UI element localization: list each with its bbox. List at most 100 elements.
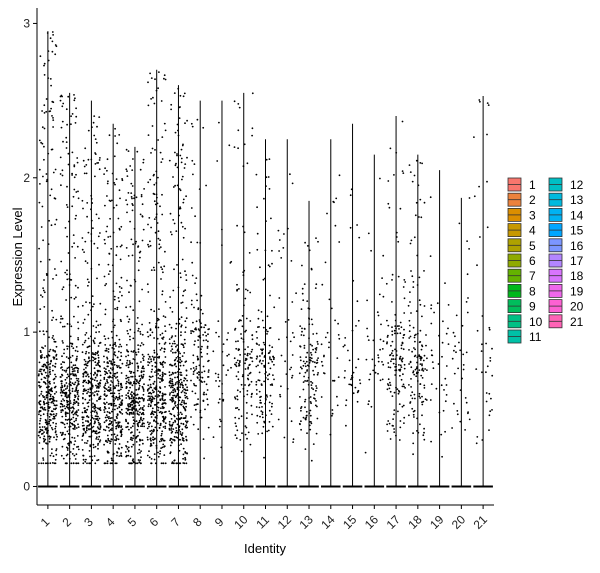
data-point [179, 384, 182, 386]
data-point [50, 397, 53, 400]
data-point [48, 385, 50, 388]
data-point [107, 426, 110, 429]
data-point [162, 462, 165, 465]
data-point [152, 428, 155, 431]
x-tick-label: 20 [449, 512, 469, 532]
data-point [311, 323, 314, 326]
data-point [128, 363, 131, 366]
data-point [92, 353, 94, 356]
data-point [184, 227, 187, 230]
data-point [237, 349, 240, 352]
data-point [160, 438, 162, 441]
data-point [77, 426, 80, 428]
data-point [412, 413, 415, 416]
data-point [206, 345, 209, 348]
data-point [108, 369, 110, 372]
data-point [182, 364, 185, 367]
data-point [52, 413, 55, 416]
data-point [401, 120, 404, 123]
data-point [74, 373, 77, 376]
data-point [157, 318, 160, 321]
data-point [164, 373, 167, 375]
data-point [179, 431, 182, 433]
data-point [140, 342, 143, 344]
data-point [120, 452, 122, 455]
data-point [151, 410, 154, 413]
data-point [117, 217, 120, 220]
data-point [146, 454, 149, 457]
data-point [238, 288, 240, 290]
data-point [154, 203, 157, 206]
data-point [403, 385, 405, 388]
data-point [73, 176, 76, 179]
data-point [164, 361, 166, 364]
data-point [392, 354, 394, 357]
data-point [304, 400, 306, 403]
data-point [171, 441, 173, 444]
data-point [179, 374, 182, 376]
data-point [68, 278, 71, 280]
data-point [364, 451, 367, 454]
data-point [257, 317, 260, 320]
data-point [392, 362, 395, 365]
data-point [313, 373, 315, 376]
data-point [466, 240, 468, 243]
data-point [94, 409, 97, 412]
data-point [261, 352, 264, 354]
data-point [76, 369, 79, 372]
data-point [191, 159, 194, 162]
data-point [62, 431, 64, 434]
data-point [93, 411, 96, 413]
data-point [242, 165, 245, 168]
data-point [249, 443, 252, 446]
data-point [115, 395, 118, 398]
data-point [182, 294, 184, 297]
data-point [55, 345, 58, 348]
data-point [112, 385, 115, 388]
data-point [69, 425, 72, 428]
data-point [177, 87, 180, 90]
data-point [262, 425, 265, 428]
data-point [77, 448, 80, 451]
data-point [161, 268, 164, 271]
data-point [126, 441, 129, 443]
data-point [106, 357, 109, 360]
data-point [413, 409, 416, 412]
data-point [403, 328, 405, 331]
data-point [310, 268, 313, 271]
data-point [176, 344, 179, 346]
data-point [336, 357, 339, 359]
data-point [320, 396, 323, 398]
data-point [416, 430, 418, 432]
data-point [161, 403, 164, 406]
data-point [99, 397, 102, 400]
data-point [413, 393, 416, 396]
data-point [387, 378, 390, 381]
data-point [401, 170, 404, 173]
data-point [263, 456, 265, 459]
data-point [120, 351, 122, 354]
data-point [169, 306, 172, 309]
data-point [255, 393, 258, 395]
data-point [111, 424, 114, 426]
data-point [113, 295, 116, 298]
data-point [158, 426, 161, 429]
data-point [227, 332, 230, 334]
data-point [259, 266, 261, 269]
data-point [238, 320, 240, 323]
data-point [307, 376, 310, 379]
data-point [400, 378, 403, 381]
data-point [322, 372, 325, 374]
data-point [39, 417, 42, 420]
data-point [150, 416, 153, 418]
data-point [103, 390, 106, 393]
data-point [149, 445, 152, 447]
data-point [436, 302, 439, 305]
data-point [42, 289, 45, 292]
data-point [54, 197, 57, 200]
data-point [251, 134, 254, 137]
data-point [117, 422, 120, 425]
data-point [96, 426, 99, 428]
data-point [76, 161, 79, 164]
data-point [111, 199, 113, 202]
